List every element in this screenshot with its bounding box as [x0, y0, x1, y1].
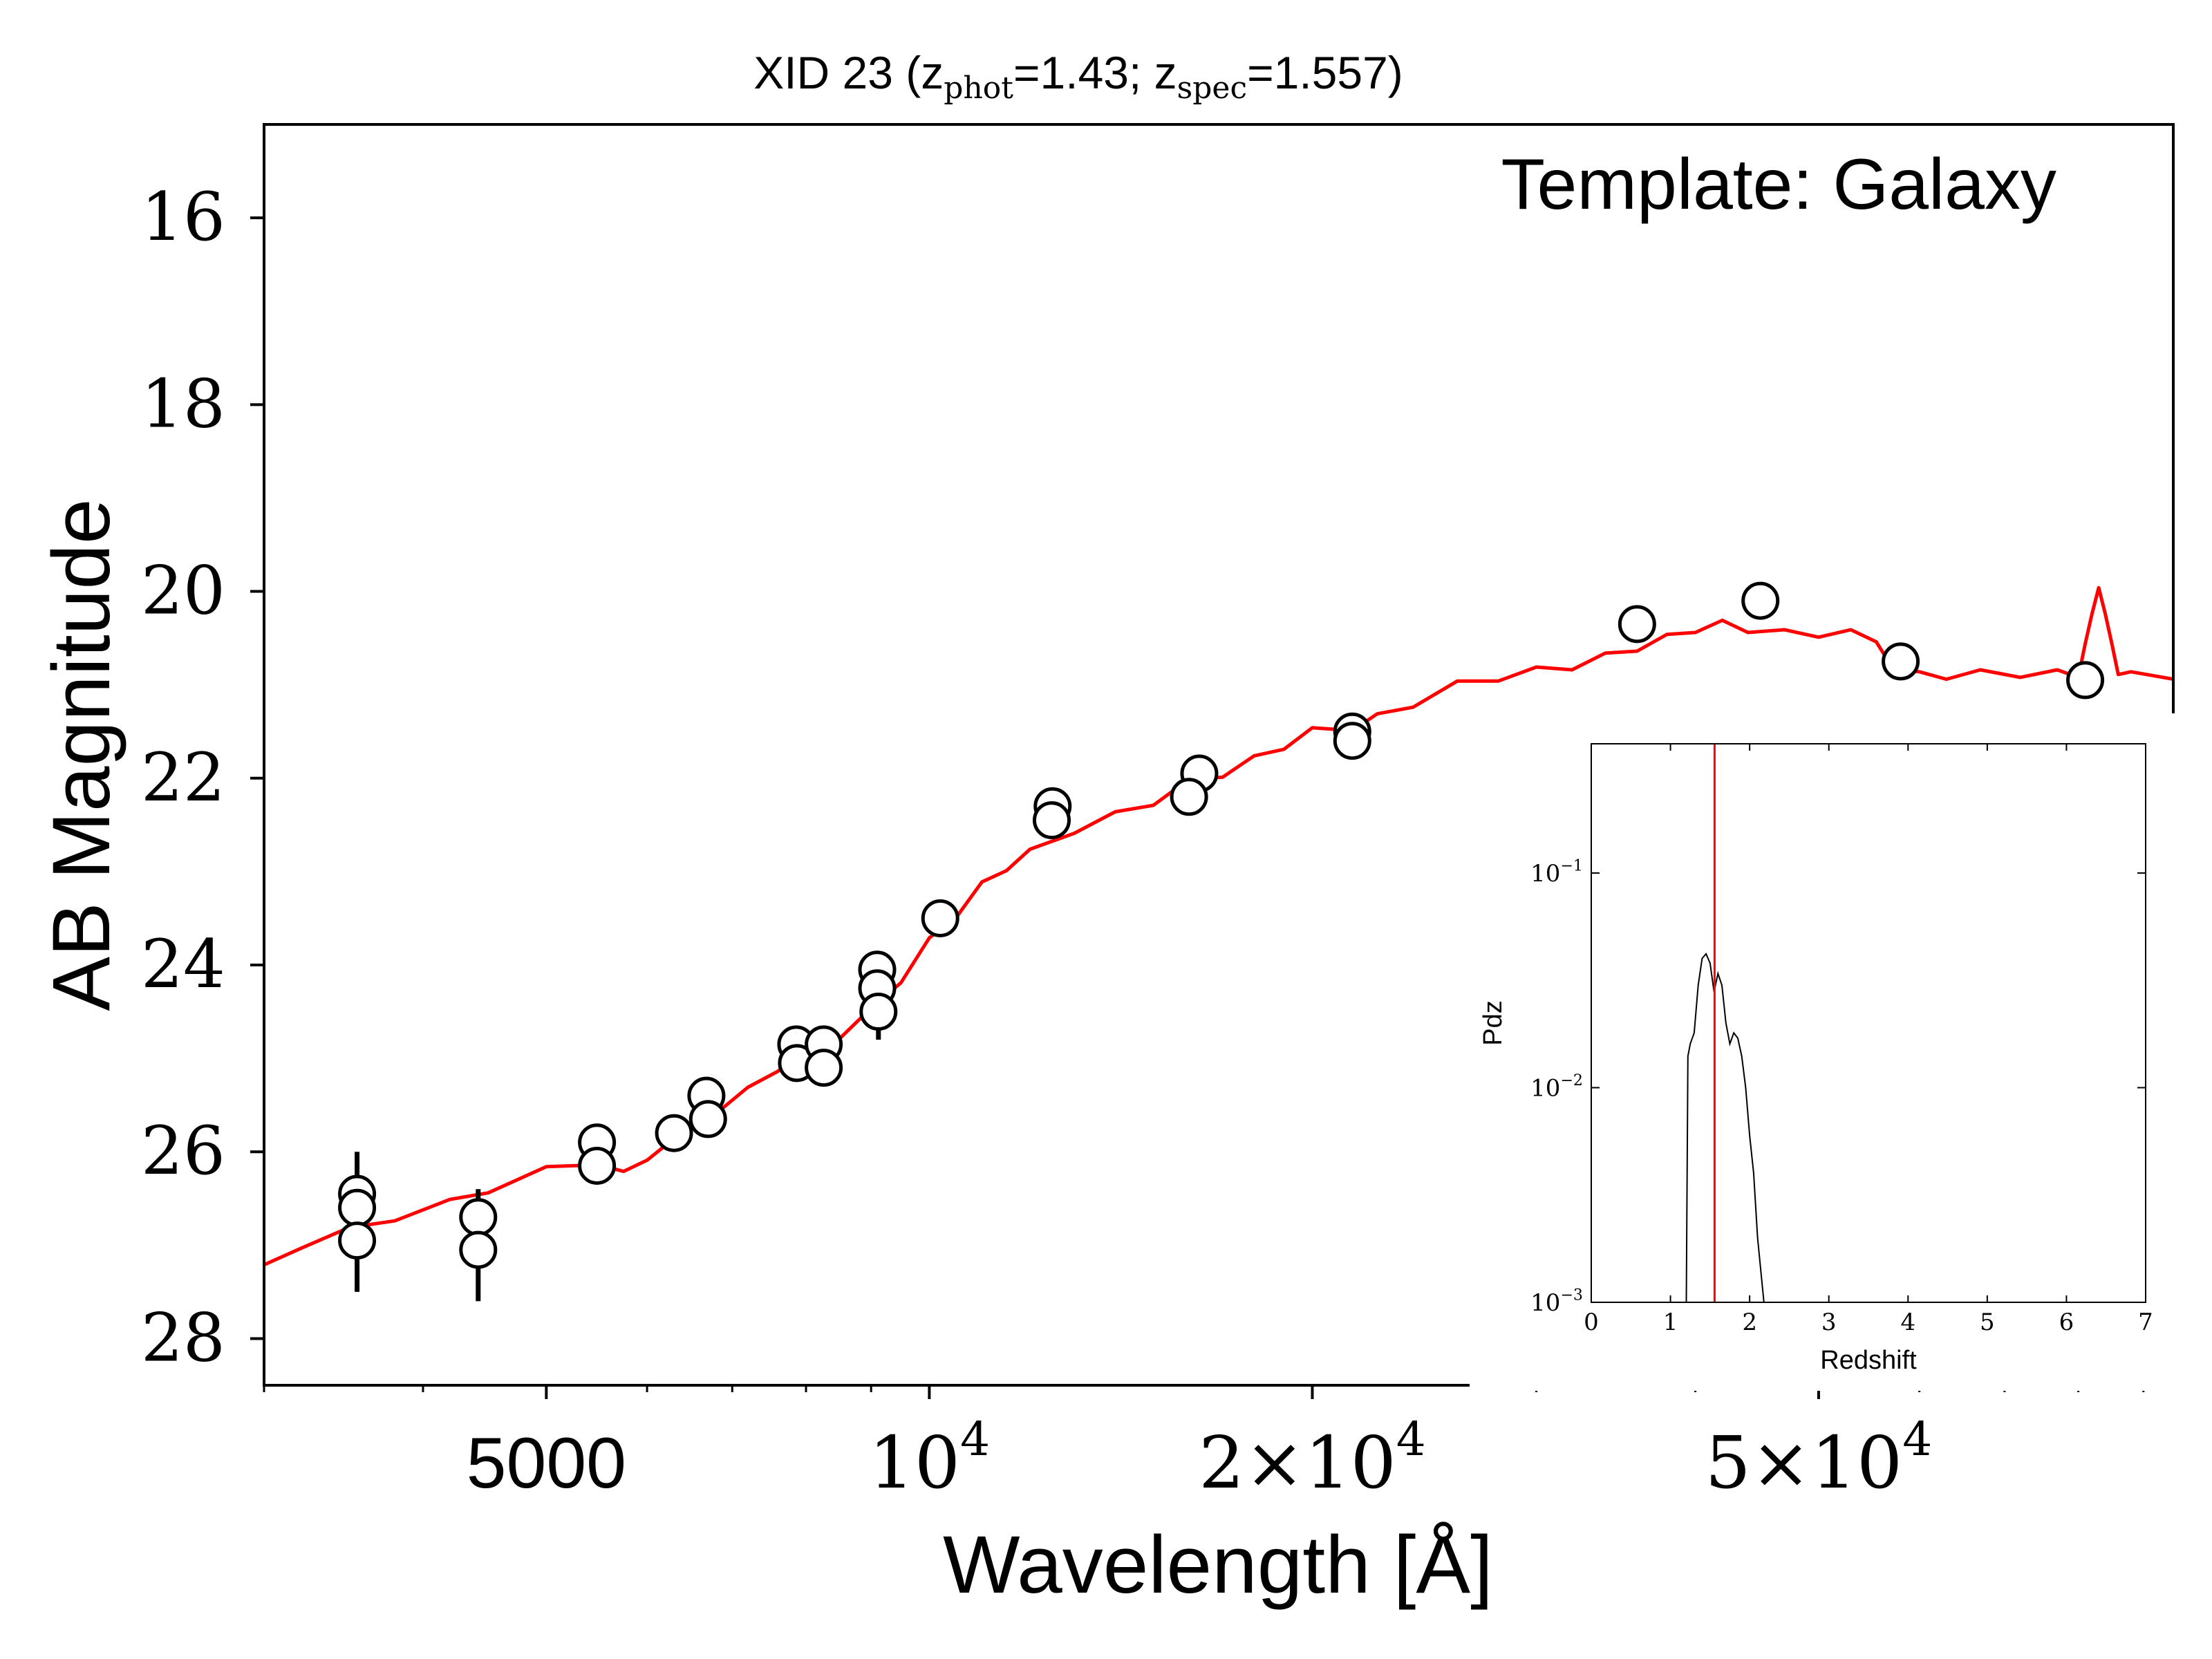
- inset-x-tick-label: 0: [1584, 1309, 1599, 1336]
- photometry-point: [459, 1198, 498, 1237]
- photometry-point: [2066, 661, 2105, 700]
- photometry-point: [338, 1188, 377, 1227]
- pdz-inset: 0 1 2 3 4 5 6 7 10−1 10−2 10−3 Redshift Pdz: [1470, 713, 2175, 1391]
- inset-x-tick-label: 1: [1663, 1309, 1678, 1336]
- inset-background: [1470, 713, 2175, 1391]
- photometry-point: [655, 1114, 693, 1152]
- photometry-point: [459, 1230, 498, 1269]
- y-tick-label: 20: [141, 552, 225, 630]
- photometry-point: [1170, 778, 1208, 816]
- y-tick-label: 16: [141, 178, 225, 256]
- inset-x-tick-label: 6: [2059, 1309, 2074, 1336]
- photometry-point: [805, 1049, 843, 1087]
- photometry-point: [1618, 605, 1656, 644]
- inset-y-tick-label: 10−2: [1530, 1071, 1583, 1102]
- inset-x-tick-label: 5: [1980, 1309, 1995, 1336]
- photometry-point: [1882, 642, 1920, 681]
- photometry-point: [1741, 581, 1780, 620]
- photometry-point: [859, 993, 898, 1031]
- y-tick-label: 18: [141, 365, 225, 442]
- x-tick-label: 2×104: [1199, 1412, 1426, 1505]
- inset-frame: [1591, 743, 2146, 1303]
- x-tick-label: 5×104: [1705, 1412, 1933, 1505]
- photometry-point: [1032, 801, 1071, 840]
- inset-y-label: Pdz: [1479, 1000, 1508, 1045]
- photometry-point: [338, 1221, 377, 1260]
- inset-x-tick-label: 4: [1900, 1309, 1915, 1336]
- photometry-point: [578, 1146, 617, 1185]
- y-axis-label: AB Magnitude: [36, 498, 127, 1011]
- x-axis-label: Wavelength [Å]: [943, 1519, 1493, 1611]
- inset-y-tick-label: 10−1: [1530, 857, 1583, 888]
- inset-x-label: Redshift: [1820, 1346, 1917, 1375]
- template-annotation: Template: Galaxy: [1501, 144, 2056, 225]
- inset-x-tick-label: 7: [2138, 1309, 2153, 1336]
- y-tick-label: 26: [141, 1112, 225, 1190]
- inset-x-tick-label: 2: [1742, 1309, 1757, 1336]
- photometry-point: [921, 899, 959, 937]
- x-tick-label: 5000: [467, 1423, 626, 1503]
- y-tick-label: 22: [141, 739, 225, 816]
- photometry-point: [688, 1100, 727, 1138]
- chart-title: XID 23 (zphot=1.43; zspec=1.557): [753, 47, 1403, 106]
- y-tick-label: 24: [141, 926, 225, 1003]
- y-tick-label: 28: [141, 1299, 225, 1376]
- inset-x-tick-label: 3: [1821, 1309, 1837, 1336]
- pdz-curve: [1685, 953, 1765, 1302]
- inset-y-tick-label: 10−3: [1530, 1286, 1583, 1317]
- photometry-point: [1333, 722, 1371, 760]
- x-tick-label: 104: [869, 1412, 990, 1505]
